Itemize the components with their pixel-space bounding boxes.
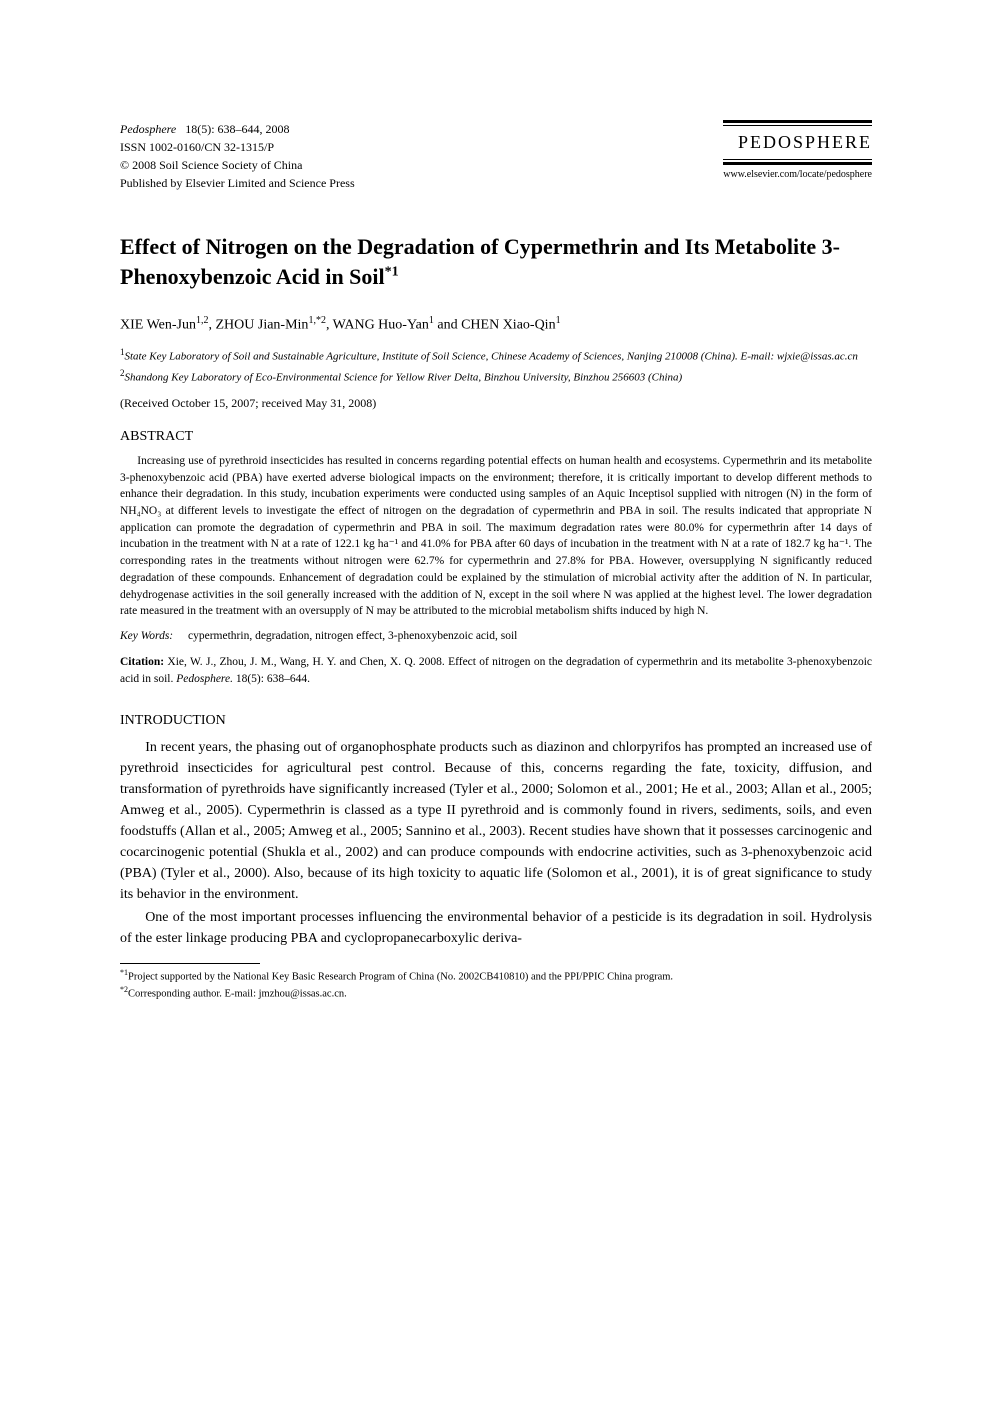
footnote-2-text: Corresponding author. E-mail: jmzhou@iss… bbox=[128, 988, 347, 999]
author-1-sup: 1,2 bbox=[196, 315, 209, 326]
affiliation-1: 1State Key Laboratory of Soil and Sustai… bbox=[120, 346, 872, 365]
footnote-rule bbox=[120, 963, 260, 964]
introduction-heading: INTRODUCTION bbox=[120, 713, 872, 729]
publication-info: Pedosphere 18(5): 638–644, 2008 ISSN 100… bbox=[120, 120, 355, 192]
received-dates: (Received October 15, 2007; received May… bbox=[120, 396, 872, 411]
author-2: , ZHOU Jian-Min bbox=[209, 318, 309, 333]
abstract-heading: ABSTRACT bbox=[120, 429, 872, 445]
footnote-2-sup: *2 bbox=[120, 985, 128, 994]
intro-paragraph-2: One of the most important processes infl… bbox=[120, 907, 872, 949]
affil-2-text: Shandong Key Laboratory of Eco-Environme… bbox=[125, 372, 683, 384]
author-3: , WANG Huo-Yan bbox=[326, 318, 429, 333]
rule-thin-top bbox=[723, 125, 872, 126]
rule-thick-bottom bbox=[723, 162, 872, 165]
article-title: Effect of Nitrogen on the Degradation of… bbox=[120, 232, 872, 291]
journal-url: www.elsevier.com/locate/pedosphere bbox=[723, 169, 872, 180]
authors-line: XIE Wen-Jun1,2, ZHOU Jian-Min1,*2, WANG … bbox=[120, 315, 872, 334]
publisher-line: Published by Elsevier Limited and Scienc… bbox=[120, 174, 355, 192]
citation-block: Citation: Xie, W. J., Zhou, J. M., Wang,… bbox=[120, 654, 872, 687]
author-1: XIE Wen-Jun bbox=[120, 318, 196, 333]
citation-journal: Pedosphere. bbox=[176, 673, 233, 685]
vol-issue-text: 18(5): 638–644, 2008 bbox=[185, 122, 289, 136]
abstract-body: Increasing use of pyrethroid insecticide… bbox=[120, 453, 872, 620]
keywords-text: cypermethrin, degradation, nitrogen effe… bbox=[188, 630, 517, 642]
footnote-1-text: Project supported by the National Key Ba… bbox=[128, 972, 673, 983]
journal-vol-line: Pedosphere 18(5): 638–644, 2008 bbox=[120, 120, 355, 138]
intro-paragraph-1: In recent years, the phasing out of orga… bbox=[120, 737, 872, 905]
footnote-1: *1Project supported by the National Key … bbox=[120, 968, 872, 985]
issn-line: ISSN 1002-0160/CN 32-1315/P bbox=[120, 138, 355, 156]
title-text: Effect of Nitrogen on the Degradation of… bbox=[120, 234, 840, 289]
citation-tail: 18(5): 638–644. bbox=[233, 673, 310, 685]
author-4-sup: 1 bbox=[556, 315, 561, 326]
header-row: Pedosphere 18(5): 638–644, 2008 ISSN 100… bbox=[120, 120, 872, 192]
author-2-sup: 1,*2 bbox=[308, 315, 326, 326]
keywords-line: Key Words: cypermethrin, degradation, ni… bbox=[120, 630, 872, 642]
author-4: and CHEN Xiao-Qin bbox=[434, 318, 556, 333]
rule-thick-top bbox=[723, 120, 872, 123]
journal-logo-box: PEDOSPHERE www.elsevier.com/locate/pedos… bbox=[723, 120, 872, 180]
title-sup: *1 bbox=[385, 264, 399, 279]
footnote-2: *2Corresponding author. E-mail: jmzhou@i… bbox=[120, 985, 872, 1002]
affiliation-2: 2Shandong Key Laboratory of Eco-Environm… bbox=[120, 367, 872, 386]
keywords-label: Key Words: bbox=[120, 630, 173, 642]
copyright-line: © 2008 Soil Science Society of China bbox=[120, 156, 355, 174]
journal-name: PEDOSPHERE bbox=[723, 132, 872, 153]
footnote-1-sup: *1 bbox=[120, 968, 128, 977]
citation-label: Citation: bbox=[120, 656, 164, 668]
affil-1-text: State Key Laboratory of Soil and Sustain… bbox=[125, 351, 858, 363]
rule-thin-bottom bbox=[723, 159, 872, 160]
journal-short: Pedosphere bbox=[120, 122, 176, 136]
